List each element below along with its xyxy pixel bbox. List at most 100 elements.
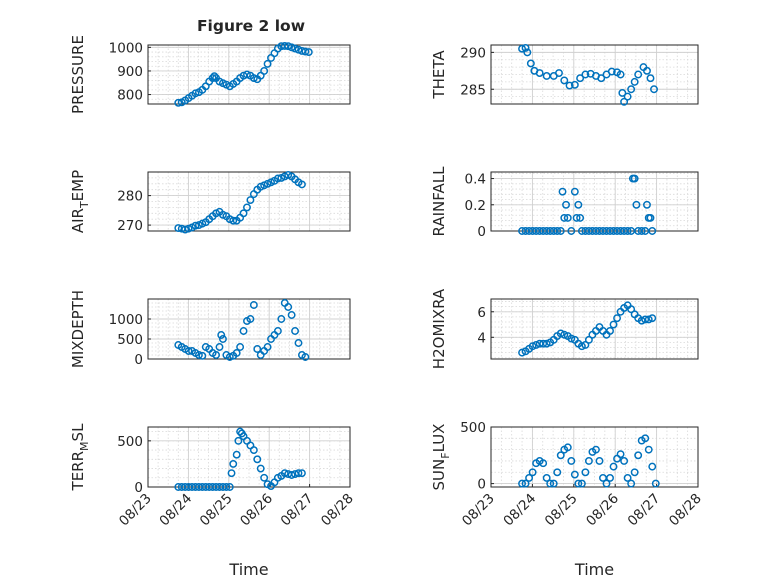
data-point bbox=[607, 67, 616, 76]
y-axis-label: AIRTEMP bbox=[69, 170, 91, 233]
data-point bbox=[616, 450, 625, 459]
subplot-3: 270 280 AIRTEMP bbox=[69, 170, 351, 234]
data-point bbox=[542, 339, 551, 348]
axes-frame bbox=[490, 44, 699, 105]
y-tick-label: 0.4 bbox=[465, 172, 486, 188]
data-point bbox=[539, 459, 548, 468]
data-point bbox=[641, 315, 650, 324]
data-point bbox=[229, 216, 238, 225]
data-point bbox=[249, 446, 258, 455]
data-point bbox=[637, 227, 646, 235]
data-point bbox=[606, 326, 614, 335]
data-point bbox=[194, 351, 203, 359]
data-point bbox=[556, 227, 565, 235]
x-tick-label: 08/27 bbox=[625, 491, 664, 530]
y-tick-label: 0 bbox=[134, 480, 143, 496]
data-point bbox=[618, 88, 627, 97]
data-point bbox=[246, 315, 255, 323]
data-point bbox=[253, 345, 262, 353]
data-point bbox=[549, 479, 558, 488]
data-point bbox=[297, 180, 306, 189]
data-point bbox=[210, 72, 219, 81]
x-tick-label: 08/25 bbox=[197, 491, 236, 530]
data-point bbox=[556, 329, 565, 338]
data-point bbox=[616, 70, 625, 79]
data-point bbox=[556, 451, 565, 460]
data-point bbox=[581, 70, 590, 79]
data-point bbox=[280, 469, 289, 478]
data-point bbox=[542, 473, 551, 482]
data-point bbox=[525, 473, 534, 482]
x-tick-label: 08/23 bbox=[459, 491, 498, 530]
data-point bbox=[609, 462, 618, 471]
y-axis-label: PRESSURE bbox=[69, 35, 87, 114]
subplot-2: 285 290 THETA bbox=[430, 44, 699, 106]
data-point bbox=[263, 343, 272, 351]
data-point bbox=[198, 351, 207, 360]
data-point bbox=[256, 464, 265, 473]
data-point bbox=[212, 351, 221, 359]
data-point bbox=[546, 479, 555, 488]
data-point bbox=[236, 343, 245, 351]
data-point bbox=[637, 316, 646, 325]
data-point bbox=[553, 227, 562, 235]
data-point bbox=[613, 314, 622, 323]
x-tick-label: 08/26 bbox=[583, 491, 622, 530]
data-point bbox=[627, 305, 636, 314]
data-point bbox=[191, 89, 200, 98]
data-point bbox=[518, 479, 526, 488]
y-tick-label: 1000 bbox=[109, 312, 143, 328]
data-point bbox=[646, 213, 655, 222]
data-point bbox=[249, 74, 258, 82]
data-point bbox=[184, 347, 193, 355]
y-axis-label: THETA bbox=[430, 50, 448, 100]
data-point bbox=[584, 457, 593, 465]
data-point bbox=[239, 209, 248, 218]
data-point bbox=[565, 81, 574, 90]
data-point bbox=[291, 327, 300, 335]
subplot-7: 0 500 TERRMSL 08/23 08/24 08/25 08/26 08/27 08/2… bbox=[69, 423, 357, 579]
data-point bbox=[595, 457, 604, 465]
data-point bbox=[576, 74, 585, 83]
figure-title: Figure 2 low bbox=[197, 17, 305, 35]
axes-frame bbox=[147, 171, 351, 232]
y-tick-label: 0 bbox=[477, 224, 486, 240]
data-point bbox=[535, 69, 544, 77]
data-point bbox=[260, 67, 269, 75]
data-point bbox=[528, 342, 537, 351]
data-point bbox=[632, 200, 641, 209]
data-point bbox=[555, 69, 563, 77]
data-point bbox=[634, 451, 643, 460]
data-point bbox=[284, 303, 293, 311]
y-tick-label: 0.2 bbox=[465, 198, 486, 214]
data-point bbox=[630, 174, 639, 183]
axes-background bbox=[490, 426, 699, 488]
x-tick-label: 08/25 bbox=[542, 491, 581, 530]
x-tick-label: 08/27 bbox=[278, 491, 317, 530]
y-tick-label: 270 bbox=[117, 218, 143, 234]
subplot-8: 0 500 SUNFLUX 08/23 08/24 08/25 08/26 08/27 08/2… bbox=[430, 420, 705, 579]
axes-frame bbox=[147, 44, 351, 105]
data-point bbox=[232, 450, 241, 459]
data-point bbox=[246, 196, 255, 204]
data-point bbox=[294, 45, 303, 54]
data-point bbox=[623, 473, 632, 482]
data-point bbox=[260, 473, 269, 482]
data-point bbox=[567, 334, 576, 343]
data-point bbox=[577, 342, 586, 351]
data-point bbox=[558, 187, 567, 196]
y-tick-label: 800 bbox=[117, 88, 143, 104]
data-point bbox=[184, 224, 193, 233]
data-point bbox=[630, 468, 639, 477]
data-point bbox=[597, 74, 606, 83]
data-point bbox=[627, 479, 636, 488]
data-point bbox=[620, 97, 629, 106]
y-tick-label: 0 bbox=[477, 477, 486, 493]
data-point bbox=[263, 59, 272, 68]
data-point bbox=[521, 479, 530, 488]
axes-frame bbox=[490, 426, 699, 488]
x-tick-label: 08/23 bbox=[116, 491, 155, 530]
y-axis-label: SUNFLUX bbox=[430, 424, 452, 491]
